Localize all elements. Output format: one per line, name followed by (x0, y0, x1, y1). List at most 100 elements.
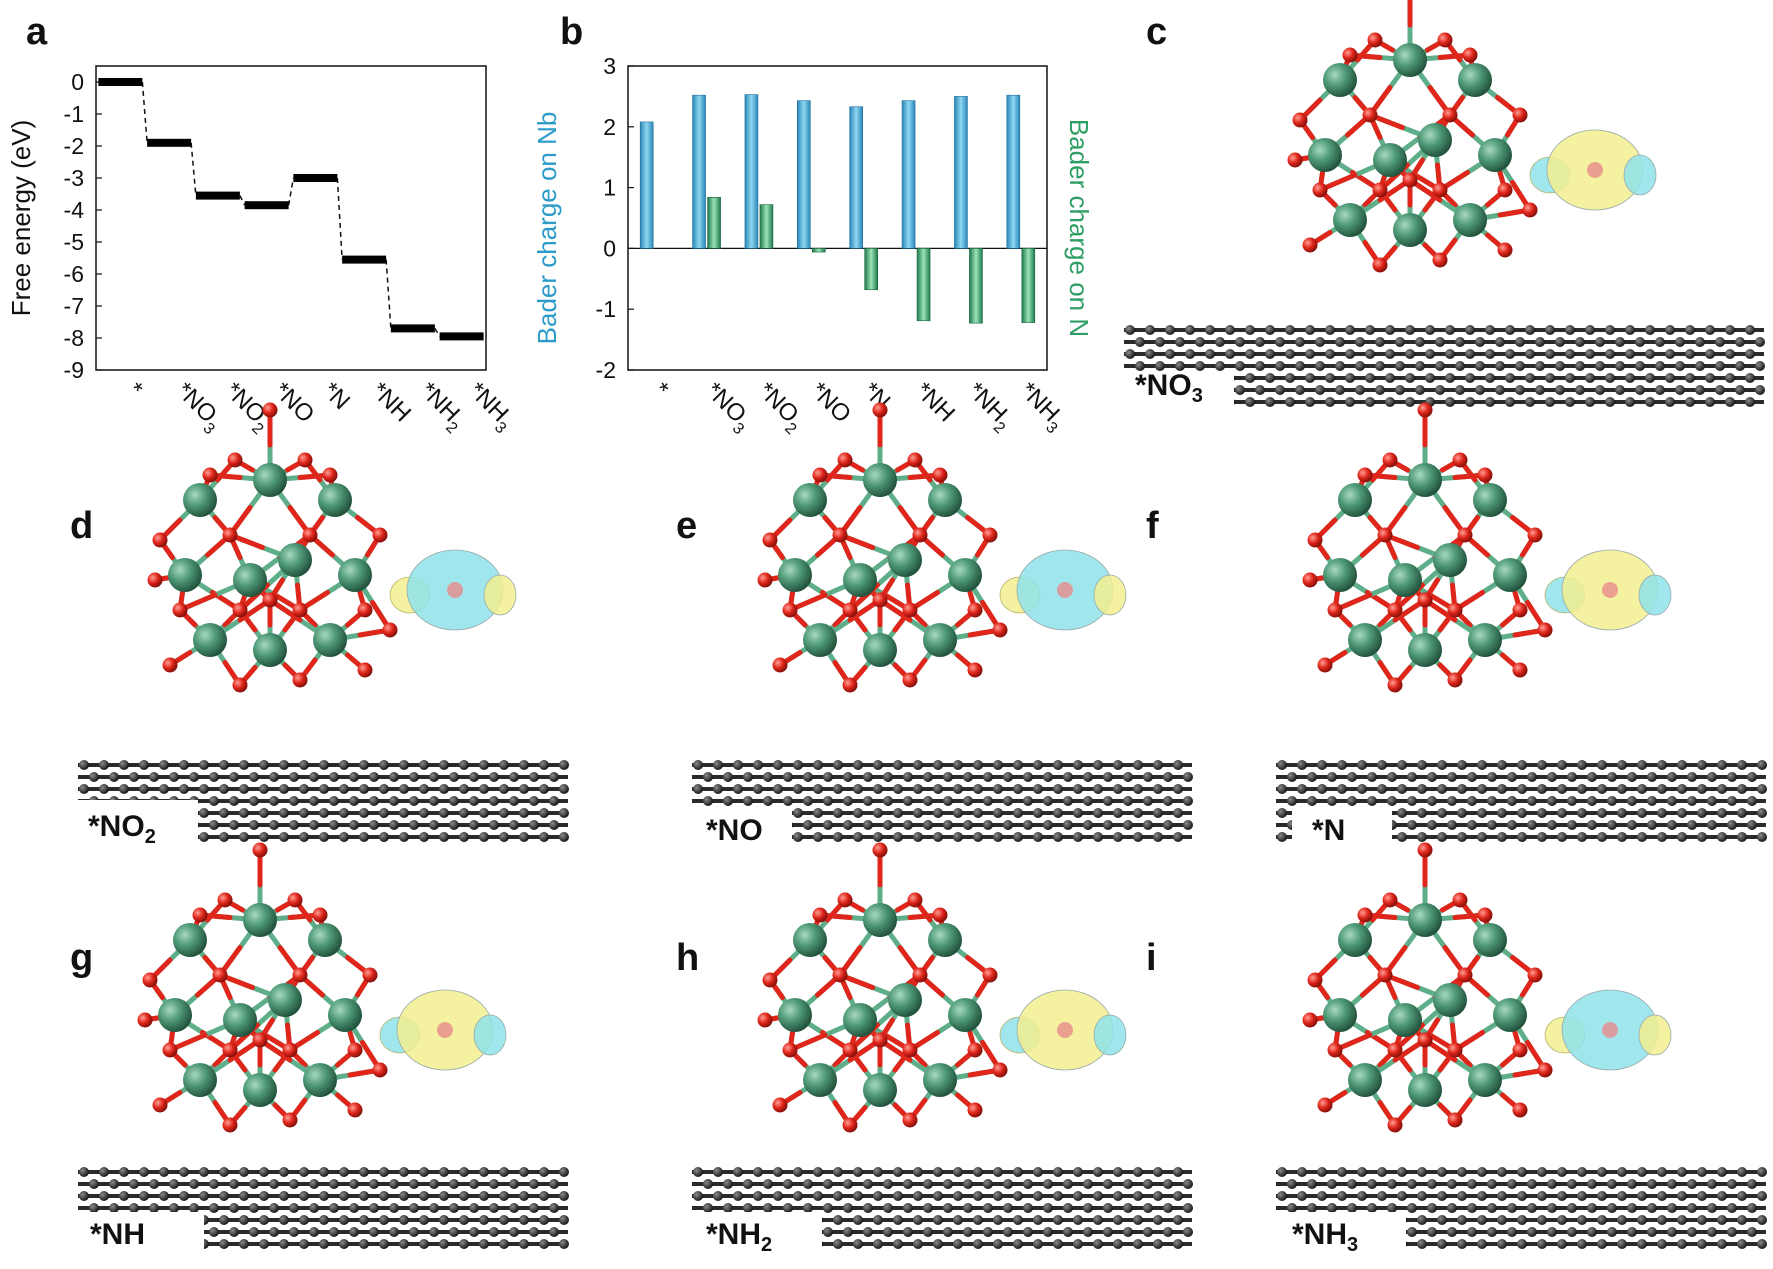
y-tick-label-a: 0 (71, 69, 84, 95)
nb-oxide-cluster (137, 842, 388, 1133)
energy-connector (434, 328, 441, 337)
y-tick-label-b: 1 (603, 175, 616, 201)
bar-n (864, 248, 878, 291)
bar-n (969, 248, 983, 324)
y-tick-label-a: -4 (64, 197, 85, 223)
nb-oxide-cluster (1302, 402, 1553, 693)
x-category-label-b: *NH2 (959, 377, 1019, 437)
panel-label-g: g (70, 937, 93, 979)
bar-nb (692, 94, 706, 249)
y-tick-label-b: 2 (603, 114, 616, 140)
graphene-support (692, 760, 1193, 842)
x-category-label-a: * (122, 377, 148, 403)
charge-density-isosurface (389, 549, 517, 631)
x-category-label-b: *NO3 (697, 377, 758, 438)
bar-n (1021, 248, 1036, 323)
nb-oxide-cluster (1287, 0, 1538, 273)
panel-label-b: b (560, 11, 583, 53)
energy-level-bar (439, 332, 484, 341)
x-category-label-a: *NO (268, 377, 319, 428)
bar-nb (744, 94, 759, 249)
energy-level-bar (98, 78, 143, 86)
x-category-label-b: *NH (910, 377, 960, 427)
caption-background (78, 800, 198, 858)
structure-caption-h: *NH2 (706, 1218, 772, 1256)
energy-level-bar (195, 191, 240, 200)
panel-label-h: h (676, 937, 699, 979)
energy-level-bar (147, 138, 192, 147)
plot-frame-a (95, 65, 487, 371)
structure-caption-e: *NO (706, 814, 763, 847)
y-tick-label-b: -2 (596, 357, 616, 383)
nb-oxide-cluster (1302, 842, 1553, 1133)
bar-nb (797, 100, 811, 249)
y-tick-label-a: -1 (64, 101, 84, 127)
structure-panel-e: e *NO (676, 402, 1193, 858)
caption-background (1276, 1212, 1406, 1266)
y-tick-label-a: -5 (64, 229, 84, 255)
plot-frame-b (627, 65, 1048, 371)
nb-oxide-cluster (147, 402, 398, 693)
x-category-label-a: *NH (366, 377, 416, 427)
bar-n (707, 197, 721, 249)
x-category-label-a: *N (317, 377, 355, 415)
structure-caption-f: *N (1312, 814, 1345, 847)
structure-caption-d: *NO2 (88, 810, 156, 848)
x-category-label-b: *NO (805, 377, 856, 428)
panel-label-i: i (1146, 937, 1157, 979)
bar-nb (1006, 94, 1021, 249)
energy-connector (141, 81, 148, 143)
y-tick-label-a: -2 (64, 133, 84, 159)
panel-label-c: c (1146, 11, 1167, 53)
structure-caption-c: *NO3 (1135, 369, 1203, 407)
energy-connector (287, 177, 295, 206)
caption-background (692, 808, 792, 858)
caption-background (692, 1212, 822, 1266)
caption-background (1292, 808, 1392, 858)
energy-level-bar (244, 201, 289, 210)
y-tick-label-b: 0 (603, 235, 616, 261)
structure-caption-g: *NH (90, 1218, 145, 1251)
structure-panel-c: c *NO3 (1124, 0, 1765, 422)
bar-nb (849, 106, 863, 249)
panel-label-f: f (1146, 505, 1159, 547)
bar-n (916, 248, 931, 322)
charge-density-isosurface (1529, 129, 1657, 211)
panel-label-a: a (26, 11, 48, 53)
caption-background (1124, 372, 1234, 422)
graphene-support (1276, 1167, 1767, 1249)
x-category-label-a: *NH3 (460, 377, 520, 437)
y-tick-label-b: 3 (603, 53, 616, 79)
energy-connector (336, 177, 343, 260)
bar-nb (639, 121, 654, 249)
charge-density-isosurface (379, 989, 507, 1071)
bar-n (759, 204, 774, 249)
structure-caption-i: *NH3 (1292, 1218, 1358, 1256)
charge-density-isosurface (999, 549, 1127, 631)
graphene-support (1276, 760, 1767, 842)
y-tick-label-a: -9 (64, 357, 84, 383)
x-category-label-b: *NO2 (749, 377, 810, 438)
y-tick-label-a: -8 (64, 325, 84, 351)
structure-panel-h: h *NH2 (676, 842, 1193, 1266)
charge-density-isosurface (1544, 549, 1672, 631)
free-energy-chart: a0 -1 -2 -3 -4 -5 -6 -7 -8 -9 Free energy (eV) * *NO… (6, 11, 520, 438)
bar-nb (954, 96, 968, 249)
y-axis-label-left-b: Bader charge on Nb (532, 112, 562, 345)
panel-label-e: e (676, 505, 697, 547)
nb-oxide-cluster (757, 842, 1008, 1133)
energy-level-bar (390, 324, 435, 333)
panel-label-d: d (70, 505, 93, 547)
x-category-label-a: *NH2 (411, 377, 471, 437)
y-tick-label-a: -7 (64, 293, 84, 319)
y-tick-label-a: -3 (64, 165, 84, 191)
charge-density-isosurface (999, 989, 1127, 1071)
structure-panel-f: f *N (1146, 402, 1767, 858)
structure-panel-d: d *NO2 (70, 402, 569, 858)
x-category-label-b: * (648, 377, 674, 403)
graphene-support (78, 760, 569, 842)
energy-level-bar (293, 174, 338, 182)
bader-charge-chart: b3 2 1 0 -1 -2 Bader charge on Nb Bader charge … (532, 11, 1094, 438)
y-tick-label-a: -6 (64, 261, 84, 287)
